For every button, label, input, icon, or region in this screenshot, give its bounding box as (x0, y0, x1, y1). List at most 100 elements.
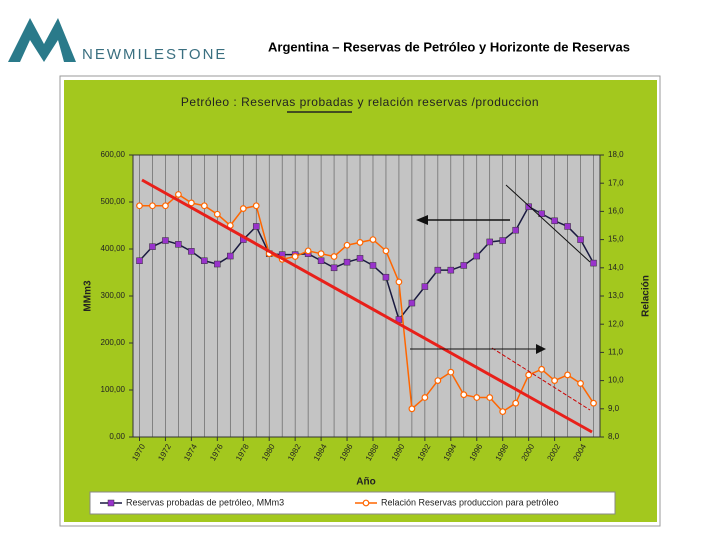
point (330, 253, 338, 260)
point (291, 253, 299, 260)
point (551, 217, 558, 225)
trend-line-recent (505, 184, 591, 263)
y-axis-label: MMm3 (83, 280, 94, 312)
arrow-head (416, 215, 428, 225)
point (149, 202, 156, 210)
point (382, 247, 390, 255)
point (590, 259, 597, 267)
trend-line-ratio (491, 347, 591, 411)
point (408, 299, 416, 307)
slide-title: Argentina – Reservas de Petróleo y Horiz… (268, 39, 630, 54)
point (499, 408, 507, 416)
point (382, 273, 390, 281)
x-axis-label: Año (356, 477, 375, 488)
y-tick-label: 500,00 (101, 197, 126, 206)
point (175, 241, 182, 248)
point (460, 391, 468, 399)
point (369, 236, 377, 244)
point (214, 260, 221, 268)
point (512, 226, 519, 234)
point (252, 202, 260, 210)
point (201, 257, 208, 264)
point (577, 236, 584, 243)
y2-tick-label: 17,0 (608, 178, 624, 187)
point (421, 283, 429, 290)
point (564, 223, 571, 230)
arrow-head (536, 344, 546, 354)
point (447, 266, 455, 274)
point (551, 377, 558, 385)
point (369, 262, 377, 269)
point (317, 257, 325, 264)
logo-mark (8, 18, 76, 62)
y2-tick-label: 14,0 (608, 263, 624, 272)
point (304, 247, 312, 255)
y2-axis-label: Relación (641, 275, 652, 317)
point (447, 368, 455, 376)
y2-tick-label: 16,0 (608, 207, 624, 216)
point (136, 257, 143, 264)
point (317, 250, 325, 258)
point (162, 237, 169, 244)
point (252, 223, 260, 230)
y2-tick-label: 9,0 (608, 404, 620, 413)
point (499, 237, 506, 244)
point (356, 255, 364, 262)
trend-line (141, 178, 593, 434)
y-tick-label: 600,00 (101, 150, 126, 159)
legend-marker (107, 499, 115, 507)
chart-title: Petróleo : Reservas probadas y relación … (181, 95, 539, 109)
y2-tick-label: 13,0 (608, 291, 624, 300)
point (343, 241, 351, 249)
legend (89, 491, 616, 515)
point (577, 380, 584, 387)
point (525, 203, 532, 210)
point (564, 371, 571, 379)
point (408, 405, 416, 413)
point (356, 239, 364, 246)
plot-area (133, 155, 600, 437)
point (473, 252, 481, 260)
legend-label: Reservas probadas de petróleo, MMm3 (126, 497, 284, 507)
point (473, 394, 481, 401)
point (434, 266, 442, 274)
y-tick-label: 300,00 (101, 291, 126, 300)
axis-frame (132, 154, 601, 438)
y2-tick-label: 11,0 (608, 348, 624, 357)
point (538, 210, 545, 217)
point (239, 205, 247, 212)
y2-tick-label: 10,0 (608, 376, 624, 385)
y2-tick-label: 8,0 (608, 432, 620, 441)
legend-label: Relación Reservas produccion para petról… (381, 497, 559, 507)
point (188, 248, 195, 255)
point (200, 202, 208, 210)
point (512, 399, 520, 407)
point (538, 365, 546, 373)
y-tick-label: 200,00 (101, 338, 126, 347)
logo-text: NEWMILESTONE (82, 46, 227, 63)
point (136, 202, 143, 210)
point (460, 262, 468, 269)
point (213, 210, 221, 218)
point (343, 258, 351, 266)
y-tick-label: 100,00 (101, 385, 126, 394)
point (486, 238, 493, 246)
y2-tick-label: 12,0 (608, 319, 624, 328)
y-tick-label: 400,00 (101, 244, 126, 253)
point (486, 394, 494, 401)
point (187, 199, 195, 207)
point (590, 399, 597, 407)
point (162, 202, 169, 210)
legend-marker (362, 499, 370, 507)
y2-tick-label: 18,0 (608, 150, 624, 159)
point (149, 243, 156, 250)
point (175, 191, 182, 198)
point (434, 377, 442, 385)
y-tick-label: 0,00 (109, 432, 125, 441)
point (395, 278, 403, 286)
point (330, 264, 338, 272)
point (525, 371, 533, 379)
point (227, 252, 234, 260)
point (421, 394, 429, 401)
